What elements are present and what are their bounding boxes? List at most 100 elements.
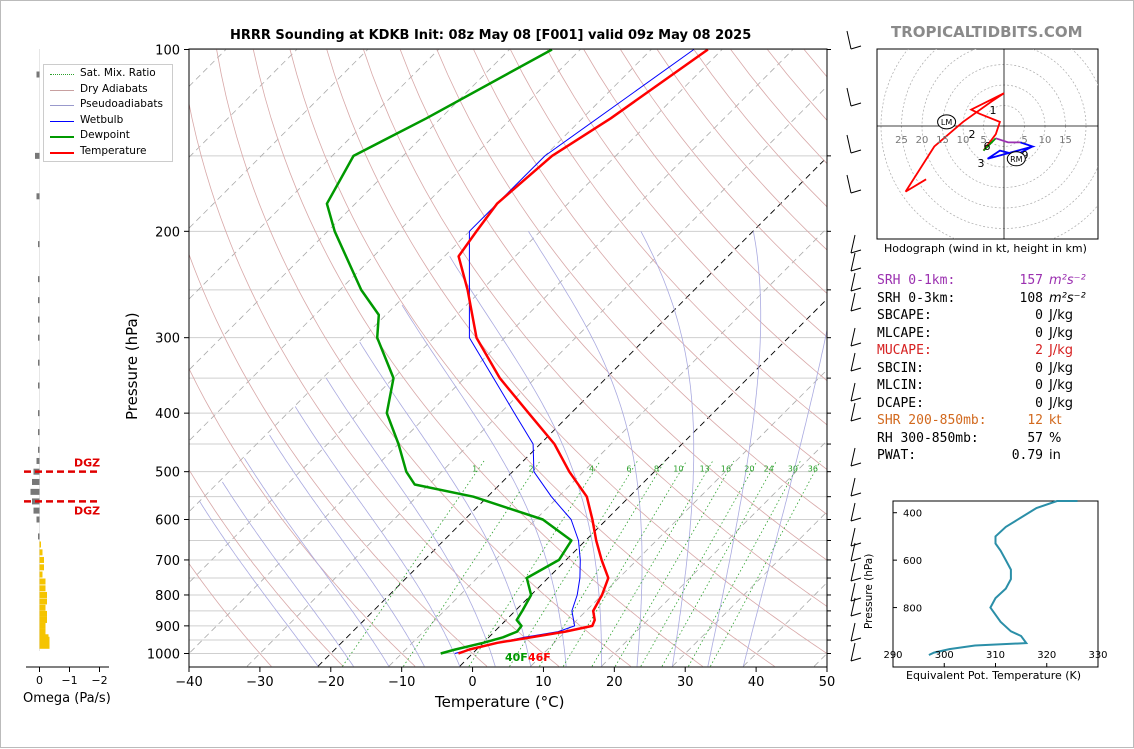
stat-label: SRH 0-1km: [877,273,955,288]
stat-unit: m²s⁻² [1049,273,1086,288]
pseudoadiabat [270,435,425,666]
stat-label: RH 300-850mb: [877,431,979,446]
omega-bar [38,410,40,416]
omega-tick-label: 0 [36,674,43,687]
wind-barb-flag [851,463,861,466]
stat-unit: % [1049,431,1061,446]
omega-bar [37,193,40,199]
wind-barb [847,31,851,49]
omega-xlabel: Omega (Pa/s) [23,691,111,706]
legend-swatch [50,136,74,138]
mixing-ratio-label: 20 [744,464,754,473]
stat-unit: kt [1049,413,1062,428]
y-tick-label: 400 [155,407,180,422]
theta-e-x-tick-label: 290 [883,650,902,661]
omega-bar [40,623,46,629]
pseudoadiabat [244,458,389,666]
omega-bar [38,317,40,323]
theta-e-ylabel: Pressure (hPa) [863,554,875,629]
legend-label: Wetbulb [80,114,123,126]
omega-bar [40,629,46,635]
rm-label: RM [1010,155,1023,164]
mixing-ratio-line [592,461,713,666]
omega-bar [37,458,40,464]
legend-label: Sat. Mix. Ratio [80,67,156,79]
pseudoadiabat [222,482,353,666]
mixing-ratio-line [688,461,800,666]
stat-value: 0 [973,396,1043,411]
wind-barb [847,135,851,153]
wind-barb [851,293,855,311]
dgz-label: DGZ [74,504,100,517]
wind-barb-flag [851,268,861,271]
omega-bar [38,533,40,539]
legend-label: Dry Adiabats [80,83,148,95]
hodograph-height-label: 1 [990,104,997,117]
legend-label: Pseudoadiabats [80,98,163,110]
theta-e-x-tick-label: 310 [986,650,1005,661]
x-tick-label: 0 [468,675,476,690]
omega-bar [38,241,40,247]
stat-value: 0 [973,361,1043,376]
omega-bar [38,297,40,303]
wind-barb [851,623,855,641]
x-tick-label: −20 [317,675,344,690]
dry-adiabat [143,50,487,667]
isotherm-line [247,50,864,667]
legend-swatch [50,121,74,122]
mixing-ratio-label: 13 [700,464,710,473]
theta-e-frame [893,501,1098,667]
theta-e-x-tick-label: 300 [935,650,954,661]
wind-barb [847,88,851,106]
stat-unit: J/kg [1049,343,1073,358]
stat-value: 0 [973,308,1043,323]
omega-bar [40,592,48,598]
mixing-ratio-label: 2 [529,464,534,473]
stat-value: 0 [973,378,1043,393]
skewt-frame [189,49,827,667]
x-tick-label: −30 [246,675,273,690]
y-tick-label: 1000 [147,648,180,663]
wind-barb [851,328,855,346]
mixing-ratio-label: 30 [788,464,798,473]
mixing-ratio-line [563,461,686,666]
stat-value: 0.79 [973,448,1043,463]
stat-label: SHR 200-850mb: [877,413,987,428]
stat-label: MUCAPE: [877,343,932,358]
surface-dewpoint-label: 40F [505,651,528,664]
legend-label: Dewpoint [80,129,130,141]
omega-bar [40,637,50,649]
omega-bar [40,598,48,604]
pseudoadiabat [360,342,531,666]
legend-swatch [50,74,74,75]
stat-value: 157 [973,273,1043,288]
omega-bar [32,479,40,485]
stat-unit: m²s⁻² [1049,291,1086,306]
hodograph-ring-label: 5 [1021,135,1027,146]
mixing-ratio-label: 6 [626,464,631,473]
x-tick-label: −10 [388,675,415,690]
omega-bar [40,579,46,585]
wind-barb-flag [851,558,861,561]
theta-e-x-tick-label: 320 [1037,650,1056,661]
omega-bar [38,335,40,341]
x-tick-label: 30 [677,675,694,690]
omega-bar [40,542,42,548]
omega-bar [40,611,48,617]
wind-barb [851,253,855,271]
legend-swatch [50,105,74,106]
wind-barb-flag [851,578,861,581]
omega-bar [40,605,46,611]
wind-barb [851,273,855,291]
hodograph-ring-label: 20 [916,135,929,146]
wind-barb-flag [851,543,861,546]
wind-barb-flag [851,658,861,661]
stat-label: MLCAPE: [877,326,932,341]
wind-barb [851,383,855,401]
stat-value: 2 [973,343,1043,358]
stat-label: PWAT: [877,448,916,463]
y-tick-label: 200 [155,225,180,240]
wind-barb-flag [851,308,861,311]
wind-barb-flag [851,250,861,253]
